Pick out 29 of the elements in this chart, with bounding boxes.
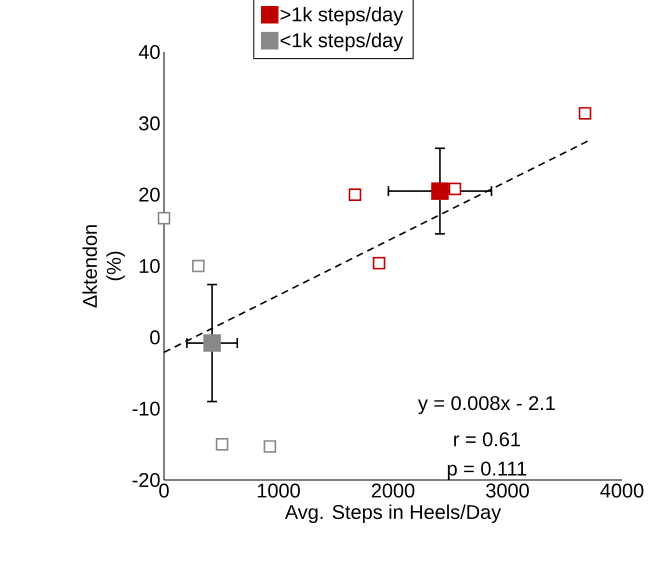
x-tick-label: 0: [159, 484, 169, 498]
x-axis-title: Avg. Steps in Heels/Day: [284, 504, 502, 524]
y-tick-label: 40: [138, 44, 160, 60]
y-tick-label: -10: [132, 402, 160, 416]
x-tick-label: 3000: [486, 484, 529, 498]
annotation: r = 0.61: [454, 432, 520, 446]
y-tick-label: 0: [150, 330, 160, 344]
point: [203, 334, 221, 352]
point: [264, 440, 276, 453]
legend-label: <1k steps/day: [280, 32, 404, 52]
point: [348, 188, 362, 201]
annotation: p = 0.111: [448, 462, 526, 480]
point: [192, 260, 205, 272]
point: [158, 212, 170, 224]
y-tick-label: 20: [139, 188, 160, 202]
x-tick-label: 4000: [600, 484, 644, 498]
y-tick-label: 10: [140, 258, 160, 274]
y-axis-title: Δktendon (%): [82, 225, 125, 308]
legend-label: >1k steps/day: [280, 6, 404, 26]
point: [448, 182, 462, 196]
annotation: y = 0.008x - 2.1: [418, 396, 555, 414]
x-tick-label: 1000: [258, 484, 300, 498]
y-tick-label: 30: [139, 116, 160, 130]
point: [216, 438, 228, 451]
point: [431, 182, 449, 200]
x-tick-label: 2000: [372, 484, 414, 498]
point: [578, 107, 592, 120]
y-tick-label: -20: [132, 472, 160, 488]
point: [372, 256, 386, 270]
